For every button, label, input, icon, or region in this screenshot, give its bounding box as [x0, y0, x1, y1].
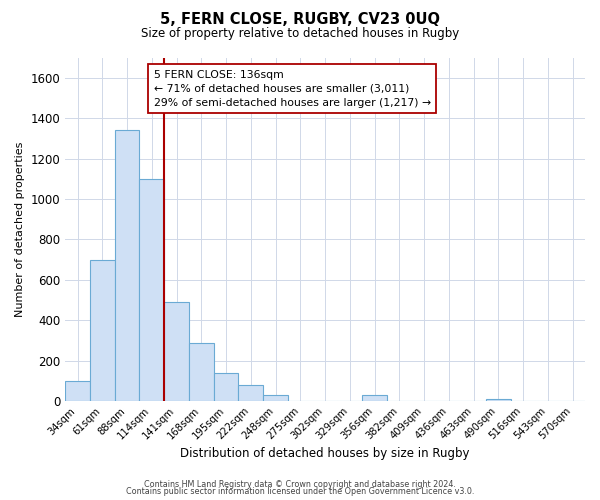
Bar — [214, 372, 238, 401]
Bar — [164, 302, 189, 401]
Bar — [189, 344, 214, 401]
Bar — [238, 385, 263, 401]
Y-axis label: Number of detached properties: Number of detached properties — [15, 142, 25, 317]
Text: 5, FERN CLOSE, RUGBY, CV23 0UQ: 5, FERN CLOSE, RUGBY, CV23 0UQ — [160, 12, 440, 28]
Text: Contains public sector information licensed under the Open Government Licence v3: Contains public sector information licen… — [126, 487, 474, 496]
Text: Contains HM Land Registry data © Crown copyright and database right 2024.: Contains HM Land Registry data © Crown c… — [144, 480, 456, 489]
Text: Size of property relative to detached houses in Rugby: Size of property relative to detached ho… — [141, 28, 459, 40]
Bar — [65, 381, 90, 401]
Bar — [486, 399, 511, 401]
Text: 5 FERN CLOSE: 136sqm
← 71% of detached houses are smaller (3,011)
29% of semi-de: 5 FERN CLOSE: 136sqm ← 71% of detached h… — [154, 70, 431, 108]
Bar — [263, 395, 288, 401]
Bar — [139, 178, 164, 401]
Bar — [90, 260, 115, 401]
X-axis label: Distribution of detached houses by size in Rugby: Distribution of detached houses by size … — [181, 447, 470, 460]
Bar — [362, 395, 387, 401]
Bar — [115, 130, 139, 401]
